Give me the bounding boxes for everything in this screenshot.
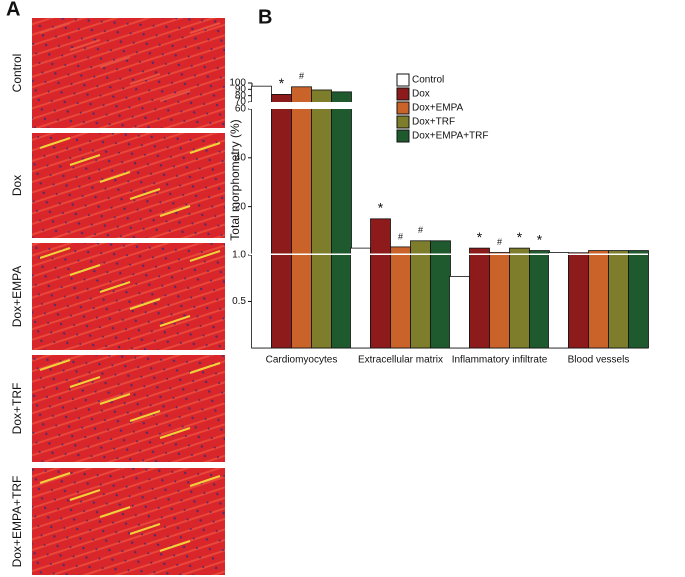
bar xyxy=(430,240,451,349)
image-label: Control xyxy=(10,54,24,93)
y-tick-label: 60 xyxy=(235,104,247,115)
y-tick-label: 80 xyxy=(235,90,247,101)
annotation: # xyxy=(418,225,423,235)
bar xyxy=(509,247,530,349)
tissue-streak xyxy=(69,39,101,51)
axis-break xyxy=(249,253,648,255)
x-tick-label: Inflammatory infiltrate xyxy=(452,355,548,366)
x-tick-label: Cardiomyocytes xyxy=(266,355,338,366)
bar xyxy=(628,250,649,349)
bar xyxy=(291,86,312,349)
tissue-streak xyxy=(69,489,101,501)
legend-swatch xyxy=(396,101,410,115)
tissue-streak xyxy=(69,376,101,388)
y-tick-label: 70 xyxy=(235,97,247,108)
tissue-streak xyxy=(159,540,191,552)
histology-image xyxy=(32,18,225,128)
tissue-streak xyxy=(39,137,71,149)
tissue-streak xyxy=(189,475,221,487)
y-axis-label: Total morphometry (%) xyxy=(228,119,242,240)
bar xyxy=(390,246,411,349)
legend-swatch xyxy=(396,73,410,87)
bar xyxy=(548,252,569,349)
annotation: * xyxy=(279,75,285,91)
y-tick-label: 100 xyxy=(229,78,246,89)
bar xyxy=(588,250,609,349)
tissue-streak xyxy=(189,22,221,34)
annotation: # xyxy=(398,231,403,241)
bar xyxy=(271,94,292,349)
tissue-streak xyxy=(39,22,71,34)
y-tick-label: 20 xyxy=(235,201,247,212)
legend-swatch xyxy=(396,129,410,143)
legend-label: Dox xyxy=(412,89,430,100)
annotation: # xyxy=(497,237,502,247)
bar xyxy=(568,252,589,349)
annotation: * xyxy=(537,231,543,247)
annotation: * xyxy=(477,229,483,245)
tissue-streak xyxy=(99,393,131,405)
tissue-streak xyxy=(129,73,161,85)
tissue-streak xyxy=(129,188,161,200)
legend-swatch xyxy=(396,115,410,129)
image-label: Dox+TRF xyxy=(10,383,24,435)
bar xyxy=(251,85,272,349)
annotation: * xyxy=(378,200,384,216)
bar xyxy=(529,250,550,349)
tissue-streak xyxy=(69,264,101,276)
tissue-streak xyxy=(189,142,221,154)
bar xyxy=(350,247,371,349)
tissue-streak xyxy=(189,250,221,262)
histology-image xyxy=(32,133,225,238)
tissue-streak xyxy=(39,359,71,371)
y-tick-label: 1.0 xyxy=(232,250,246,261)
tissue-streak xyxy=(159,315,191,327)
image-label: Dox+EMPA xyxy=(10,266,24,327)
legend-label: Dox+EMPA+TRF xyxy=(412,131,489,142)
image-label: Dox+EMPA+TRF xyxy=(10,476,24,568)
annotation: # xyxy=(299,71,304,81)
bar xyxy=(449,275,470,349)
tissue-streak xyxy=(99,56,131,68)
tissue-streak xyxy=(129,298,161,310)
bar xyxy=(311,89,332,349)
y-tick-label: 40 xyxy=(235,152,247,163)
tissue-streak xyxy=(159,205,191,217)
tissue-streak xyxy=(99,281,131,293)
bar xyxy=(489,252,510,349)
x-tick-label: Extracellular matrix xyxy=(358,355,443,366)
y-tick-label: 0.5 xyxy=(232,296,246,307)
tissue-streak xyxy=(189,362,221,374)
legend-label: Control xyxy=(412,75,444,86)
bar xyxy=(410,240,431,349)
panel-label: A xyxy=(6,0,20,20)
bar xyxy=(469,247,490,349)
legend-label: Dox+TRF xyxy=(412,117,455,128)
legend-label: Dox+EMPA xyxy=(412,103,464,114)
bar xyxy=(608,250,629,349)
image-label: Dox xyxy=(10,175,24,196)
tissue-streak xyxy=(99,171,131,183)
tissue-streak xyxy=(129,523,161,535)
tissue-streak xyxy=(39,472,71,484)
bar xyxy=(370,218,391,349)
tissue-streak xyxy=(39,247,71,259)
annotation: * xyxy=(517,229,523,245)
tissue-streak xyxy=(99,506,131,518)
x-tick-label: Blood vessels xyxy=(568,355,630,366)
tissue-streak xyxy=(159,90,191,102)
panel-label: B xyxy=(258,6,272,28)
axis-break xyxy=(249,102,648,109)
tissue-streak xyxy=(159,427,191,439)
y-tick-label: 90 xyxy=(235,84,247,95)
tissue-streak xyxy=(129,410,161,422)
bar xyxy=(331,91,352,349)
legend-swatch xyxy=(396,87,410,101)
tissue-streak xyxy=(69,154,101,166)
